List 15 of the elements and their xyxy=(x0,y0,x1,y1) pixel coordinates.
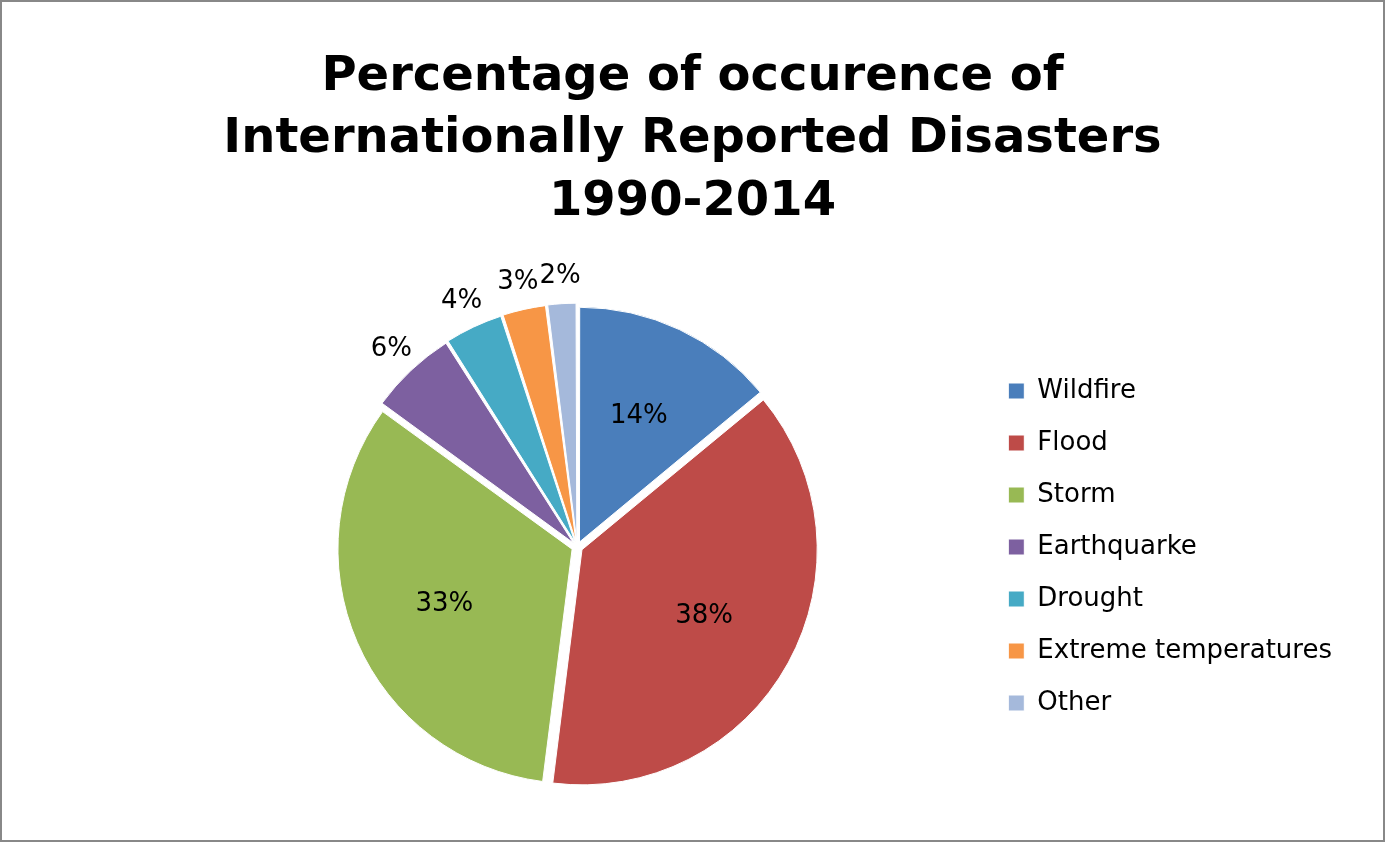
data-label: 33% xyxy=(415,587,474,618)
legend-label: Flood xyxy=(1037,425,1108,456)
legend-label: Storm xyxy=(1037,477,1116,508)
legend-label: Earthquarke xyxy=(1037,529,1197,560)
data-label: 3% xyxy=(497,264,539,295)
data-label: 4% xyxy=(440,284,483,315)
data-label: 38% xyxy=(675,599,733,630)
legend-label: Other xyxy=(1037,685,1112,716)
chart-title: Percentage of occurence of Internationally Reported Disasters 1990-2014 xyxy=(222,44,1163,228)
data-label: 6% xyxy=(370,331,412,362)
legend-label: Wildfire xyxy=(1037,373,1136,404)
legend-label: Extreme temperatures xyxy=(1037,633,1332,664)
data-label: 14% xyxy=(609,398,668,429)
legend-label: Drought xyxy=(1037,581,1144,612)
data-label: 2% xyxy=(539,258,581,289)
